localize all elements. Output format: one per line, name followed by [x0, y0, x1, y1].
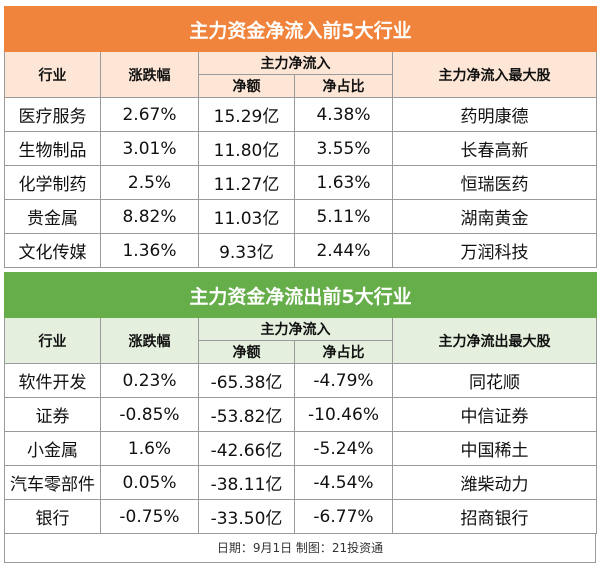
industry-cell: 软件开发: [4, 363, 101, 398]
inflow-title: 主力资金净流入前5大行业: [3, 6, 598, 52]
industry-cell: 贵金属: [4, 199, 101, 234]
change-cell: 3.01%: [100, 131, 199, 166]
stock-cell: 潍柴动力: [391, 465, 598, 500]
table-row: 医疗服务 2.67% 15.29亿 4.38% 药明康德: [4, 97, 598, 132]
amount-cell: -42.66亿: [198, 431, 295, 466]
change-cell: -0.75%: [100, 499, 199, 534]
stock-cell: 长春高新: [391, 131, 598, 166]
header-change: 涨跌幅: [100, 317, 199, 364]
outflow-table: 主力资金净流出前5大行业 行业 涨跌幅 主力净流入 主力净流出最大股 净额 净占…: [3, 272, 598, 534]
table-row: 银行 -0.75% -33.50亿 -6.77% 招商银行: [4, 499, 598, 534]
industry-cell: 小金属: [4, 431, 101, 466]
change-cell: -0.85%: [100, 397, 199, 432]
stock-cell: 万润科技: [391, 233, 598, 268]
stock-cell: 招商银行: [391, 499, 598, 534]
stock-cell: 中信证券: [391, 397, 598, 432]
industry-cell: 证券: [4, 397, 101, 432]
table-row: 贵金属 8.82% 11.03亿 5.11% 湖南黄金: [4, 199, 598, 234]
footer-caption: 日期：9月1日 制图：21投资通: [4, 534, 596, 563]
industry-cell: 化学制药: [4, 165, 101, 200]
header-industry: 行业: [4, 51, 101, 98]
change-cell: 1.36%: [100, 233, 199, 268]
change-cell: 2.5%: [100, 165, 199, 200]
amount-cell: -38.11亿: [198, 465, 295, 500]
ratio-cell: -10.46%: [294, 397, 393, 432]
header-top-stock: 主力净流入最大股: [391, 51, 598, 98]
stock-cell: 恒瑞医药: [391, 165, 598, 200]
header-amount: 净额: [198, 74, 295, 98]
header-amount: 净额: [198, 340, 295, 364]
stock-cell: 中国稀土: [391, 431, 598, 466]
amount-cell: 9.33亿: [198, 233, 295, 268]
industry-cell: 文化传媒: [4, 233, 101, 268]
header-change: 涨跌幅: [100, 51, 199, 98]
table-row: 生物制品 3.01% 11.80亿 3.55% 长春高新: [4, 131, 598, 166]
amount-cell: 15.29亿: [198, 97, 295, 132]
stock-cell: 药明康德: [391, 97, 598, 132]
table-row: 小金属 1.6% -42.66亿 -5.24% 中国稀土: [4, 431, 598, 466]
table-row: 证券 -0.85% -53.82亿 -10.46% 中信证券: [4, 397, 598, 432]
change-cell: 1.6%: [100, 431, 199, 466]
ratio-cell: 2.44%: [294, 233, 393, 268]
stock-cell: 湖南黄金: [391, 199, 598, 234]
change-cell: 8.82%: [100, 199, 199, 234]
table-row: 化学制药 2.5% 11.27亿 1.63% 恒瑞医药: [4, 165, 598, 200]
table-row: 汽车零部件 0.05% -38.11亿 -4.54% 潍柴动力: [4, 465, 598, 500]
ratio-cell: 1.63%: [294, 165, 393, 200]
table-row: 软件开发 0.23% -65.38亿 -4.79% 同花顺: [4, 363, 598, 398]
table-row: 文化传媒 1.36% 9.33亿 2.44% 万润科技: [4, 233, 598, 268]
inflow-table: 主力资金净流入前5大行业 行业 涨跌幅 主力净流入 主力净流入最大股 净额 净占…: [3, 6, 598, 268]
header-group: 主力净流入: [198, 317, 393, 341]
industry-cell: 医疗服务: [4, 97, 101, 132]
header-industry: 行业: [4, 317, 101, 364]
amount-cell: 11.80亿: [198, 131, 295, 166]
amount-cell: 11.03亿: [198, 199, 295, 234]
change-cell: 0.05%: [100, 465, 199, 500]
header-group: 主力净流入: [198, 51, 393, 75]
header-ratio: 净占比: [294, 74, 393, 98]
industry-cell: 汽车零部件: [4, 465, 101, 500]
ratio-cell: -4.79%: [294, 363, 393, 398]
industry-cell: 银行: [4, 499, 101, 534]
industry-cell: 生物制品: [4, 131, 101, 166]
amount-cell: 11.27亿: [198, 165, 295, 200]
header-top-stock: 主力净流出最大股: [391, 317, 598, 364]
page: 主力资金净流入前5大行业 行业 涨跌幅 主力净流入 主力净流入最大股 净额 净占…: [0, 6, 600, 575]
ratio-cell: 4.38%: [294, 97, 393, 132]
amount-cell: -53.82亿: [198, 397, 295, 432]
stock-cell: 同花顺: [391, 363, 598, 398]
outflow-title: 主力资金净流出前5大行业: [3, 272, 598, 318]
ratio-cell: -5.24%: [294, 431, 393, 466]
ratio-cell: 5.11%: [294, 199, 393, 234]
amount-cell: -33.50亿: [198, 499, 295, 534]
change-cell: 2.67%: [100, 97, 199, 132]
ratio-cell: -6.77%: [294, 499, 393, 534]
ratio-cell: -4.54%: [294, 465, 393, 500]
amount-cell: -65.38亿: [198, 363, 295, 398]
header-ratio: 净占比: [294, 340, 393, 364]
change-cell: 0.23%: [100, 363, 199, 398]
ratio-cell: 3.55%: [294, 131, 393, 166]
